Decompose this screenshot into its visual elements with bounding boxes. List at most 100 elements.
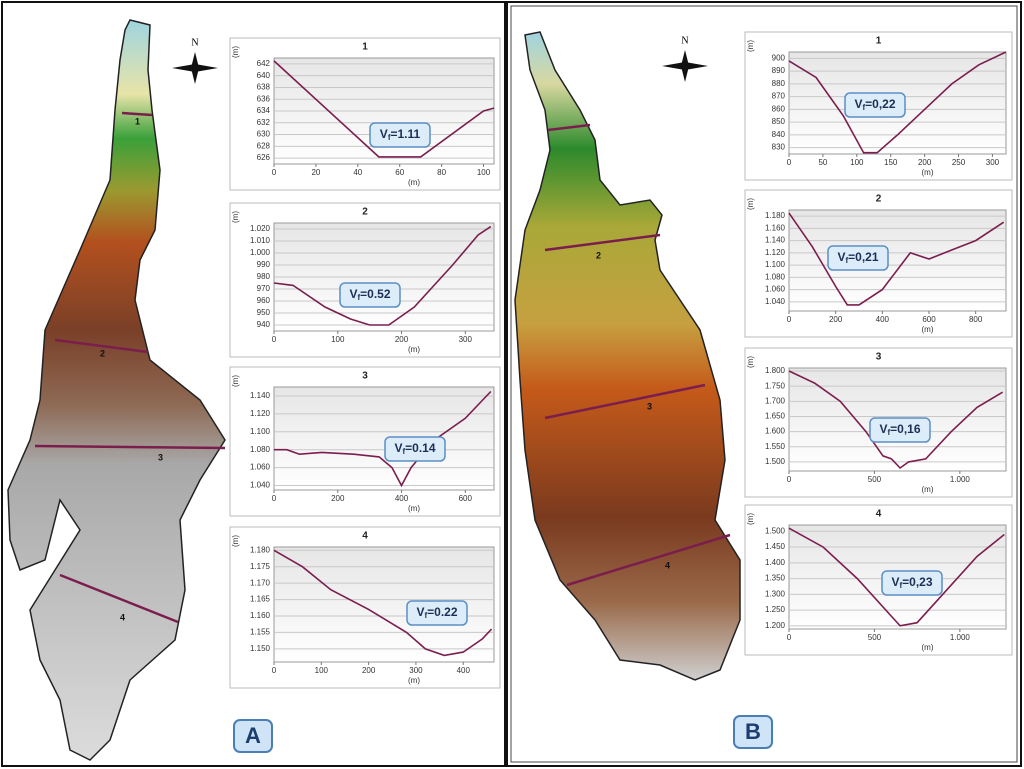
y-tick-label: 1.010 (250, 236, 271, 245)
annotation: Vf=1.11 (369, 122, 431, 148)
annotation: Vf=0,23 (881, 570, 943, 596)
x-tick-label: 100 (331, 335, 345, 344)
x-tick-label: 0 (272, 666, 277, 675)
y-axis-label: (m) (746, 198, 755, 210)
x-tick-label: 0 (787, 315, 792, 324)
x-tick-label: 200 (362, 666, 376, 675)
annotation-text: Vf=0,23 (891, 575, 932, 590)
chart: 2 (m) 1.040 1.060 1.080 1.100 1.120 1.140 1.160 1… (744, 189, 1013, 338)
annotation-part: =0,23 (902, 575, 933, 589)
section-line (547, 123, 591, 132)
annotation-part: V (891, 575, 899, 589)
x-tick-label: 0 (787, 633, 792, 642)
y-tick-label: 1.200 (765, 621, 786, 630)
x-tick-label: 300 (459, 335, 473, 344)
annotation: Vf=0,16 (869, 417, 931, 443)
profile-line (788, 370, 1004, 470)
y-tick-label: 1.650 (765, 412, 786, 421)
x-tick-label: 0 (787, 475, 792, 484)
y-tick-label: 626 (257, 153, 271, 162)
annotation: Vf=0.14 (384, 436, 446, 462)
y-axis-label: (m) (746, 40, 755, 52)
section-labels: 1 2 3 4 2 3 4 (100, 116, 670, 622)
annotation-part: V (854, 97, 862, 111)
y-tick-label: 1.170 (250, 578, 271, 587)
y-tick-label: 1.450 (765, 542, 786, 551)
section-line (54, 338, 149, 354)
annotation: Vf=0,21 (827, 245, 889, 271)
y-tick-label: 880 (772, 79, 786, 88)
panel-label: A (245, 723, 261, 748)
x-tick-label: 300 (986, 158, 1000, 167)
annotation-part: f (424, 611, 427, 620)
annotation-box (369, 122, 431, 148)
y-tick-label: 960 (257, 296, 271, 305)
x-tick-label: 150 (884, 158, 898, 167)
x-tick-label: 500 (868, 475, 882, 484)
x-tick-label: 200 (829, 315, 843, 324)
y-tick-label: 1.350 (765, 574, 786, 583)
annotation-part: f (899, 581, 902, 590)
annotation-box (881, 570, 943, 596)
x-axis-label: (m) (408, 676, 420, 685)
annotation-part: f (357, 293, 360, 302)
panel-label: B (745, 719, 761, 744)
x-axis-label: (m) (408, 345, 420, 354)
y-tick-label: 1.140 (250, 391, 271, 400)
chart: 2 (m) 940 950 960 970 980 990 1.000 1.010 1.020 0 10… (229, 202, 501, 358)
section-line (566, 533, 731, 587)
y-tick-label: 630 (257, 130, 271, 139)
section-line (544, 383, 706, 420)
y-tick-label: 1.400 (765, 558, 786, 567)
y-tick-label: 850 (772, 117, 786, 126)
annotation-part: V (394, 441, 402, 455)
y-tick-label: 1.165 (250, 595, 271, 604)
y-axis-label: (m) (231, 211, 240, 223)
panel-frame (1, 1, 506, 767)
chart-title: 4 (362, 531, 368, 542)
chart-title: 1 (362, 42, 368, 53)
annotation-part: =0,16 (890, 422, 921, 436)
y-tick-label: 1.120 (765, 248, 786, 257)
profile-line (273, 225, 492, 326)
annotation-box (827, 245, 889, 271)
annotation-box (339, 282, 401, 308)
panel-frame (506, 1, 1022, 767)
x-tick-label: 60 (395, 168, 404, 177)
y-tick-label: 950 (257, 308, 271, 317)
chart: 3 (m) 1.040 1.060 1.080 1.100 1.120 1.140 0 200 40… (229, 366, 501, 517)
y-axis-label: (m) (746, 356, 755, 368)
section-line (34, 444, 226, 450)
annotation-text: Vf=0.22 (416, 605, 457, 620)
section-label: 2 (596, 250, 601, 260)
x-tick-label: 0 (272, 494, 277, 503)
y-tick-label: 990 (257, 260, 271, 269)
annotation-part: V (380, 127, 388, 141)
x-tick-label: 500 (868, 633, 882, 642)
y-tick-label: 1.060 (765, 285, 786, 294)
annotation-text: Vf=0,16 (879, 422, 920, 437)
y-tick-label: 632 (257, 118, 271, 127)
x-tick-label: 1.000 (950, 633, 971, 642)
chart-title: 1 (876, 36, 882, 47)
y-tick-label: 1.150 (250, 644, 271, 653)
y-tick-label: 1.140 (765, 236, 786, 245)
annotation-part: =0.14 (405, 441, 436, 455)
section-label: 1 (135, 116, 140, 126)
annotation-part: =0.22 (427, 605, 458, 619)
y-tick-label: 1.550 (765, 442, 786, 451)
y-tick-label: 1.000 (250, 248, 271, 257)
annotation-text: Vf=1.11 (380, 127, 421, 142)
annotation-part: V (837, 250, 845, 264)
chart: 1 (m) 830 840 850 860 870 880 890 900 0 50 100 150 200… (744, 31, 1013, 181)
annotation-part: V (349, 287, 357, 301)
y-tick-label: 1.080 (250, 445, 271, 454)
x-tick-label: 300 (409, 666, 423, 675)
x-tick-label: 250 (952, 158, 966, 167)
y-tick-label: 900 (772, 53, 786, 62)
y-tick-label: 1.600 (765, 427, 786, 436)
y-tick-label: 1.040 (765, 297, 786, 306)
section-label: 3 (158, 452, 163, 462)
annotation-part: f (388, 133, 391, 142)
